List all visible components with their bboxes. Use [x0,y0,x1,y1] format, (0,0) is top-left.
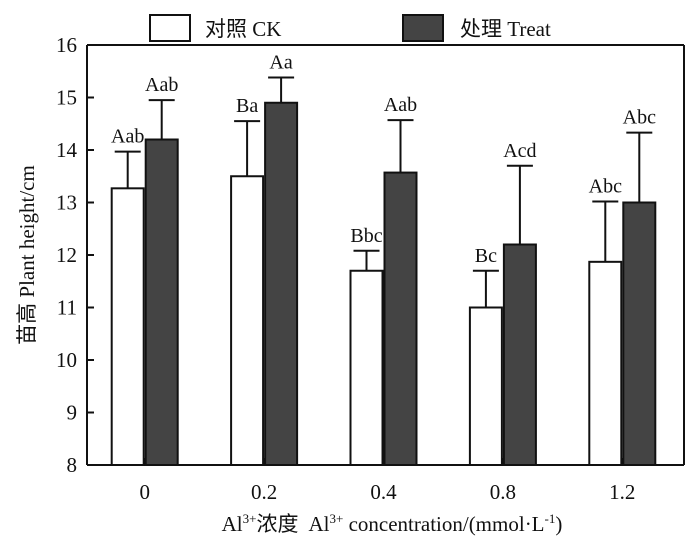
bar-treat [264,101,299,466]
y-tick-label: 15 [56,86,77,110]
axes: 8 9 10 11 12 13 14 15 16 0 0.2 0.4 0.8 1.2 [56,33,685,504]
y-tick-label: 13 [56,191,77,215]
x-tick-label: 0.4 [370,480,397,504]
y-tick-label: 10 [56,348,77,372]
x-tick-label: 0 [139,480,150,504]
y-tick-label: 14 [56,138,78,162]
y-tick-label: 16 [56,33,77,57]
legend-label-ck: 对照 CK [205,17,281,41]
y-tick-label: 11 [57,296,77,320]
bar-treat [144,138,179,466]
legend-swatch-ck [149,14,191,42]
legend-swatch-treat [402,14,444,42]
bar-treat [502,243,537,466]
legend-label-treat: 处理 Treat [460,17,551,41]
bars: Aab Aab Ba Aa Bbc Aab Bc Acd Abc Abc [110,52,657,467]
significance-label: Bbc [350,225,382,247]
bar-ck [110,187,145,466]
bar-ck [349,269,384,466]
bar-ck [230,175,265,466]
significance-label: Bc [475,245,497,267]
y-axis-title: 苗高 Plant height/cm [15,165,39,345]
significance-label: Abc [623,107,656,129]
bar-ck [468,306,503,466]
y-tick-label: 9 [67,401,78,425]
x-tick-label: 1.2 [609,480,635,504]
significance-label: Abc [589,175,622,197]
x-axis-title: Al3+浓度 Al3+ concentration/(mmol·L-1) [222,511,563,536]
bar-treat [622,201,657,466]
significance-label: Aab [384,94,417,116]
bar-treat [383,171,418,466]
significance-label: Aa [269,52,292,74]
significance-label: Ba [236,95,258,117]
x-tick-label: 0.8 [490,480,516,504]
significance-label: Aab [145,74,178,96]
y-tick-label: 12 [56,243,77,267]
significance-label: Acd [503,140,536,162]
y-tick-label: 8 [67,453,78,477]
legend: 对照 CK 处理 Treat [149,14,551,42]
bar-ck [588,260,623,467]
significance-label: Aab [111,126,144,148]
x-tick-label: 0.2 [251,480,277,504]
